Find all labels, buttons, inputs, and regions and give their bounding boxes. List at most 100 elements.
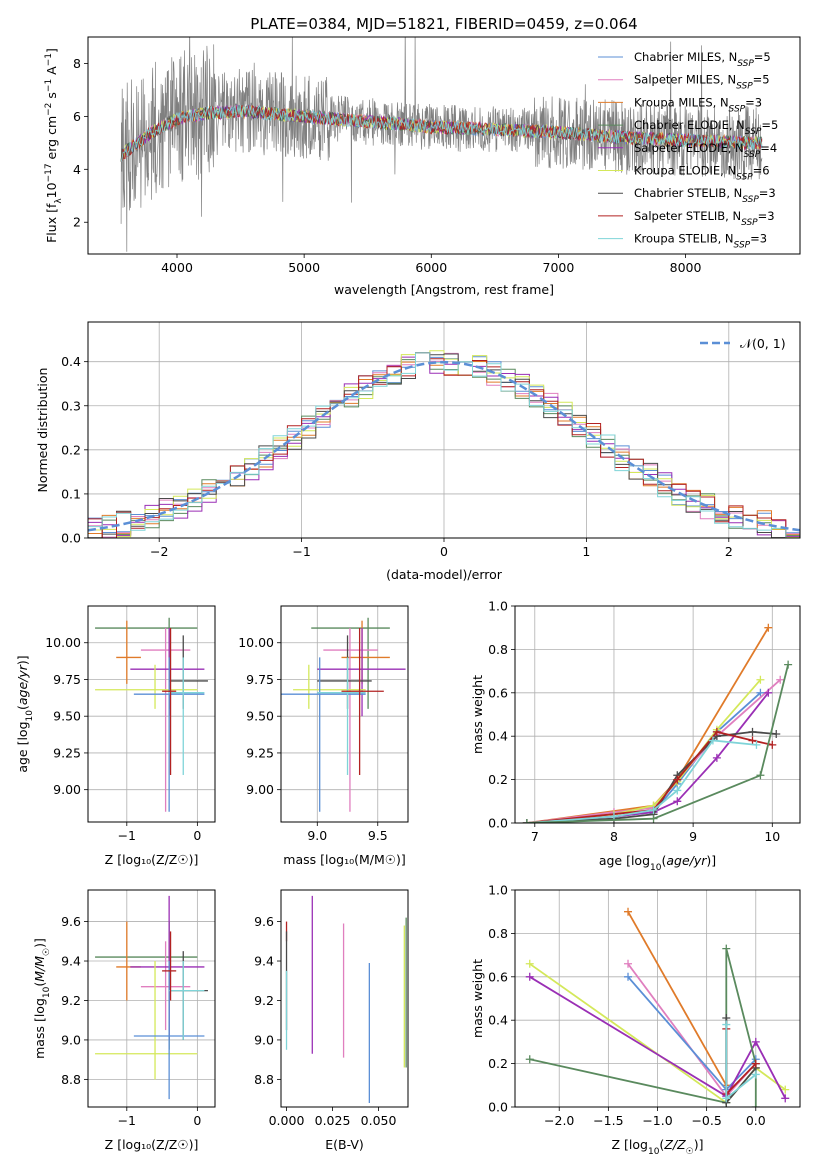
series-marker [712, 727, 721, 736]
panel-mass-weight-vs-age: 7 8 9 10 0.0 0.2 0.4 0.6 0.8 1.0 age [log10(age/yr… [470, 599, 801, 873]
x-tick-label: 8 [610, 829, 618, 844]
series-marker [649, 814, 658, 823]
series-marker [673, 786, 682, 795]
y-tick-label: 9.6 [61, 914, 81, 929]
axes-frame [87, 321, 801, 539]
error-cross [116, 620, 141, 684]
series-marker [781, 1094, 790, 1103]
legend-label: Salpeter ELODIE, NSSP=4 [634, 141, 777, 160]
axes-frame [87, 36, 801, 255]
error-cross [169, 657, 205, 775]
y-tick-label: 0.3 [61, 398, 81, 413]
legend-label: Kroupa MILES, NSSP=3 [634, 95, 762, 114]
y-tick-label: 0.2 [61, 442, 81, 457]
x-tick-label: 5000 [288, 260, 320, 275]
x-tick-label: 7 [531, 829, 539, 844]
weight-series [722, 1020, 760, 1103]
legend-label: Kroupa ELODIE, NSSP=6 [634, 164, 770, 183]
x-tick-label: 0 [193, 1113, 201, 1128]
y-tick-label: 0.0 [61, 531, 81, 546]
x-axis-label: wavelength [Angstrom, rest frame] [334, 282, 554, 297]
series-marker [751, 1070, 760, 1079]
y-tick-label: 2 [73, 215, 81, 230]
plot-area [95, 895, 208, 1100]
series-marker [624, 959, 633, 968]
error-cross [133, 657, 205, 812]
y-tick-label: 9.25 [246, 745, 274, 760]
error-cross [162, 628, 177, 775]
x-tick-label: 9 [689, 829, 697, 844]
series-marker [756, 688, 765, 697]
figure-title: PLATE=0384, MJD=51821, FIBERID=0459, z=0… [250, 15, 637, 33]
series-marker [776, 675, 785, 684]
y-axis-label: mass [log10(M/M☉)] [32, 938, 52, 1059]
panel-mass-vs-Z: −1 0 8.8 9.0 9.2 9.4 9.6 Z [log₁₀(Z/Z☉)] mass [l… [32, 889, 216, 1152]
y-tick-label: 9.50 [246, 709, 274, 724]
series-marker [756, 771, 765, 780]
series-marker [525, 959, 534, 968]
series-marker [722, 944, 731, 953]
series-line [526, 739, 757, 823]
panel-mass-vs-ebv: 0.000 0.025 0.050 8.8 9.0 9.2 9.4 9.6 E(B-V) [254, 889, 409, 1152]
y-tick-label: 9.75 [53, 672, 81, 687]
series-marker [673, 797, 682, 806]
plot-area [525, 907, 790, 1107]
model-spectrum-line [120, 104, 763, 162]
series-line [526, 692, 762, 823]
error-cross [341, 620, 390, 684]
series-marker [673, 775, 682, 784]
legend: Chabrier MILES, NSSP=5 Salpeter MILES, NS… [598, 50, 778, 251]
grid-lines [515, 605, 800, 824]
x-tick-label: −1 [118, 828, 136, 843]
x-axis-label: Z [log10(Z/Z☉)] [612, 1137, 704, 1157]
x-tick-label: 0.025 [315, 1113, 351, 1128]
series-line [526, 664, 789, 823]
weight-series [522, 623, 773, 823]
legend-label: Salpeter MILES, NSSP=5 [634, 73, 770, 92]
series-marker [708, 736, 717, 745]
x-tick-label: 4000 [161, 260, 193, 275]
series-marker [748, 727, 757, 736]
series-marker [751, 1059, 760, 1068]
x-tick-label: 7000 [543, 260, 575, 275]
axes-frame [514, 889, 801, 1108]
error-cross [95, 617, 198, 709]
x-axis-label: Z [log₁₀(Z/Z☉)] [105, 852, 199, 867]
y-tick-label: 9.25 [53, 745, 81, 760]
x-tick-label: −0.5 [691, 1113, 721, 1128]
x-tick-label: 0.050 [361, 1113, 397, 1128]
legend-label: Chabrier STELIB, NSSP=3 [634, 186, 776, 205]
y-tick-label: 9.2 [61, 993, 81, 1008]
y-tick-label: 9.00 [53, 782, 81, 797]
y-tick-label: 1.0 [488, 883, 508, 898]
legend: 𝒩(0, 1) [700, 336, 786, 351]
series-marker [722, 1020, 731, 1029]
plot-area [285, 895, 407, 1104]
y-axis-label: mass weight [470, 675, 485, 754]
panel-mass-weight-vs-Z: −2.0 −1.5 −1.0 −0.5 0.0 0.0 0.2 0.4 0.6 0.8 1.0 Z [… [470, 883, 801, 1157]
weight-series [525, 944, 760, 1107]
y-tick-label: 8 [73, 56, 81, 71]
y-tick-label: 1.0 [488, 599, 508, 614]
x-tick-label: 8000 [670, 260, 702, 275]
spectrum-data-line [120, 37, 763, 252]
panel-age-vs-mass: 9.0 9.5 9.00 9.25 9.50 9.75 10.00 mass [log₁₀(M… [238, 605, 409, 867]
error-cross [317, 635, 372, 709]
y-axis-label: age [log10(age/yr)] [15, 655, 35, 772]
x-axis-label: age [log10(age/yr)] [599, 853, 716, 873]
x-tick-label: −1.0 [642, 1113, 672, 1128]
series-marker [768, 740, 777, 749]
y-tick-label: 0.0 [488, 1100, 508, 1115]
series-marker [525, 1055, 534, 1064]
legend-label: Kroupa STELIB, NSSP=3 [634, 232, 767, 251]
error-cross [341, 628, 384, 775]
y-tick-label: 8.8 [61, 1072, 81, 1087]
axes-frame [280, 889, 409, 1108]
error-cross [169, 951, 208, 1040]
x-tick-label: −2.0 [544, 1113, 574, 1128]
legend-label: 𝒩(0, 1) [740, 336, 786, 351]
axes-frame [280, 605, 409, 823]
y-tick-label: 0.6 [488, 969, 508, 984]
y-tick-label: 0.6 [488, 685, 508, 700]
error-cross [317, 628, 406, 717]
